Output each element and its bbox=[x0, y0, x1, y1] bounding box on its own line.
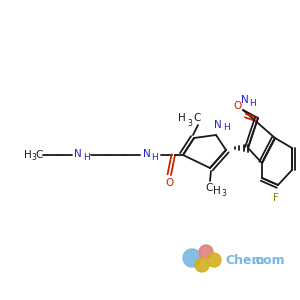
Text: H: H bbox=[178, 113, 186, 123]
Text: H: H bbox=[223, 124, 230, 133]
Text: N: N bbox=[74, 149, 82, 159]
Circle shape bbox=[207, 253, 221, 267]
Text: .com: .com bbox=[252, 254, 286, 268]
Text: H: H bbox=[24, 150, 32, 160]
Text: Chem: Chem bbox=[225, 254, 265, 268]
Text: N: N bbox=[241, 95, 249, 105]
Text: H: H bbox=[213, 186, 221, 196]
Circle shape bbox=[183, 249, 201, 267]
Text: 3: 3 bbox=[222, 190, 226, 199]
Text: H: H bbox=[152, 152, 158, 161]
Text: N: N bbox=[214, 120, 222, 130]
Circle shape bbox=[195, 258, 209, 272]
Text: C: C bbox=[35, 150, 43, 160]
Text: 3: 3 bbox=[188, 118, 192, 127]
Text: H: H bbox=[82, 152, 89, 161]
Text: C: C bbox=[193, 113, 201, 123]
Text: H: H bbox=[250, 98, 256, 107]
Text: 3: 3 bbox=[32, 154, 36, 163]
Text: F: F bbox=[273, 193, 279, 203]
Circle shape bbox=[199, 245, 213, 259]
Text: O: O bbox=[165, 178, 173, 188]
Text: O: O bbox=[234, 101, 242, 111]
Text: C: C bbox=[205, 183, 213, 193]
Text: N: N bbox=[143, 149, 151, 159]
